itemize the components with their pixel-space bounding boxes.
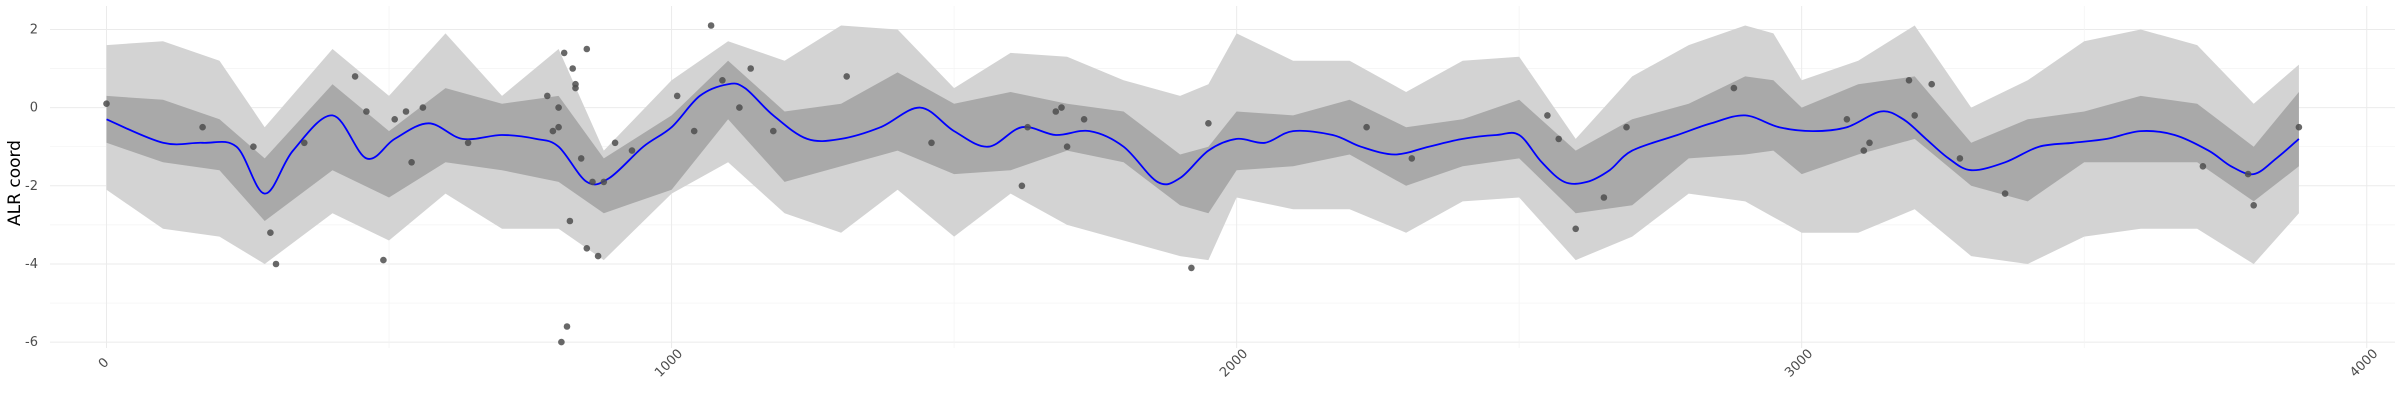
data-point — [594, 252, 602, 260]
data-point — [1860, 147, 1868, 154]
data-point — [928, 139, 935, 147]
data-point — [555, 123, 562, 131]
data-point — [250, 143, 257, 150]
lines — [106, 82, 2300, 195]
inner-interval-band — [106, 60, 2299, 222]
data-point — [2295, 123, 2303, 131]
data-point — [1024, 123, 1031, 131]
data-point — [1544, 112, 1551, 119]
data-point — [555, 104, 562, 111]
data-point — [558, 338, 565, 346]
data-point — [1600, 194, 1608, 201]
data-point — [402, 108, 410, 115]
data-point — [583, 245, 591, 252]
data-point — [673, 92, 681, 100]
data-point — [408, 159, 415, 166]
data-point — [1018, 182, 1026, 190]
data-point — [363, 108, 370, 115]
data-point — [566, 217, 574, 225]
data-point — [843, 73, 850, 80]
data-point — [2199, 163, 2207, 170]
points — [103, 22, 2303, 346]
data-point — [1572, 225, 1579, 233]
x-tick-label: 1000 — [652, 347, 686, 381]
y-tick-label: 0 — [30, 101, 38, 116]
data-point — [770, 127, 777, 135]
data-point — [1730, 84, 1738, 92]
data-point — [572, 84, 579, 92]
x-tick-label: 4000 — [2347, 346, 2381, 380]
data-point — [563, 323, 571, 330]
data-point — [600, 178, 608, 186]
data-point — [611, 139, 619, 147]
data-point — [589, 178, 596, 186]
data-point — [1866, 139, 1873, 147]
data-point — [544, 92, 551, 100]
data-point — [736, 104, 743, 111]
data-point — [464, 139, 472, 147]
data-point — [2244, 170, 2252, 178]
x-tick-label: 0 — [96, 355, 112, 371]
data-point — [419, 104, 427, 111]
y-tick-label: -4 — [25, 257, 38, 272]
data-point — [2001, 190, 2009, 197]
mean-line — [106, 82, 2300, 195]
data-point — [549, 127, 557, 135]
data-point — [380, 256, 387, 264]
data-point — [1623, 123, 1630, 131]
data-point — [1205, 120, 1212, 127]
data-point — [747, 65, 754, 72]
data-point — [1052, 108, 1060, 115]
data-point — [391, 116, 399, 123]
data-point — [577, 155, 585, 162]
ribbons — [106, 25, 2299, 264]
data-point — [1058, 104, 1065, 111]
data-point — [583, 45, 591, 53]
data-point — [1905, 77, 1913, 84]
data-point — [267, 229, 274, 236]
data-point — [351, 73, 359, 80]
data-point — [1928, 80, 1935, 88]
data-point — [569, 65, 576, 72]
data-point — [103, 100, 110, 107]
data-point — [1956, 155, 1964, 162]
data-point — [272, 260, 280, 268]
data-point — [1843, 116, 1851, 123]
data-point — [1911, 112, 1918, 119]
data-point — [707, 22, 715, 29]
data-point — [1363, 123, 1370, 131]
data-point — [690, 127, 698, 135]
x-tick-label: 3000 — [1782, 347, 1816, 381]
data-point — [1080, 116, 1088, 123]
data-point — [199, 123, 206, 131]
y-tick-label: 2 — [30, 22, 38, 37]
data-point — [719, 77, 726, 84]
data-point — [628, 147, 636, 154]
data-point — [1555, 135, 1562, 143]
y-axis-title: ALR coord — [5, 140, 25, 226]
data-point — [1188, 264, 1195, 272]
data-point — [2250, 202, 2257, 209]
data-point — [301, 139, 308, 147]
data-point — [560, 49, 568, 57]
x-tick-label: 2000 — [1217, 347, 1251, 381]
data-point — [1408, 155, 1416, 162]
y-tick-label: -6 — [25, 335, 38, 350]
y-tick-label: -2 — [25, 179, 38, 194]
data-point — [1063, 143, 1071, 150]
